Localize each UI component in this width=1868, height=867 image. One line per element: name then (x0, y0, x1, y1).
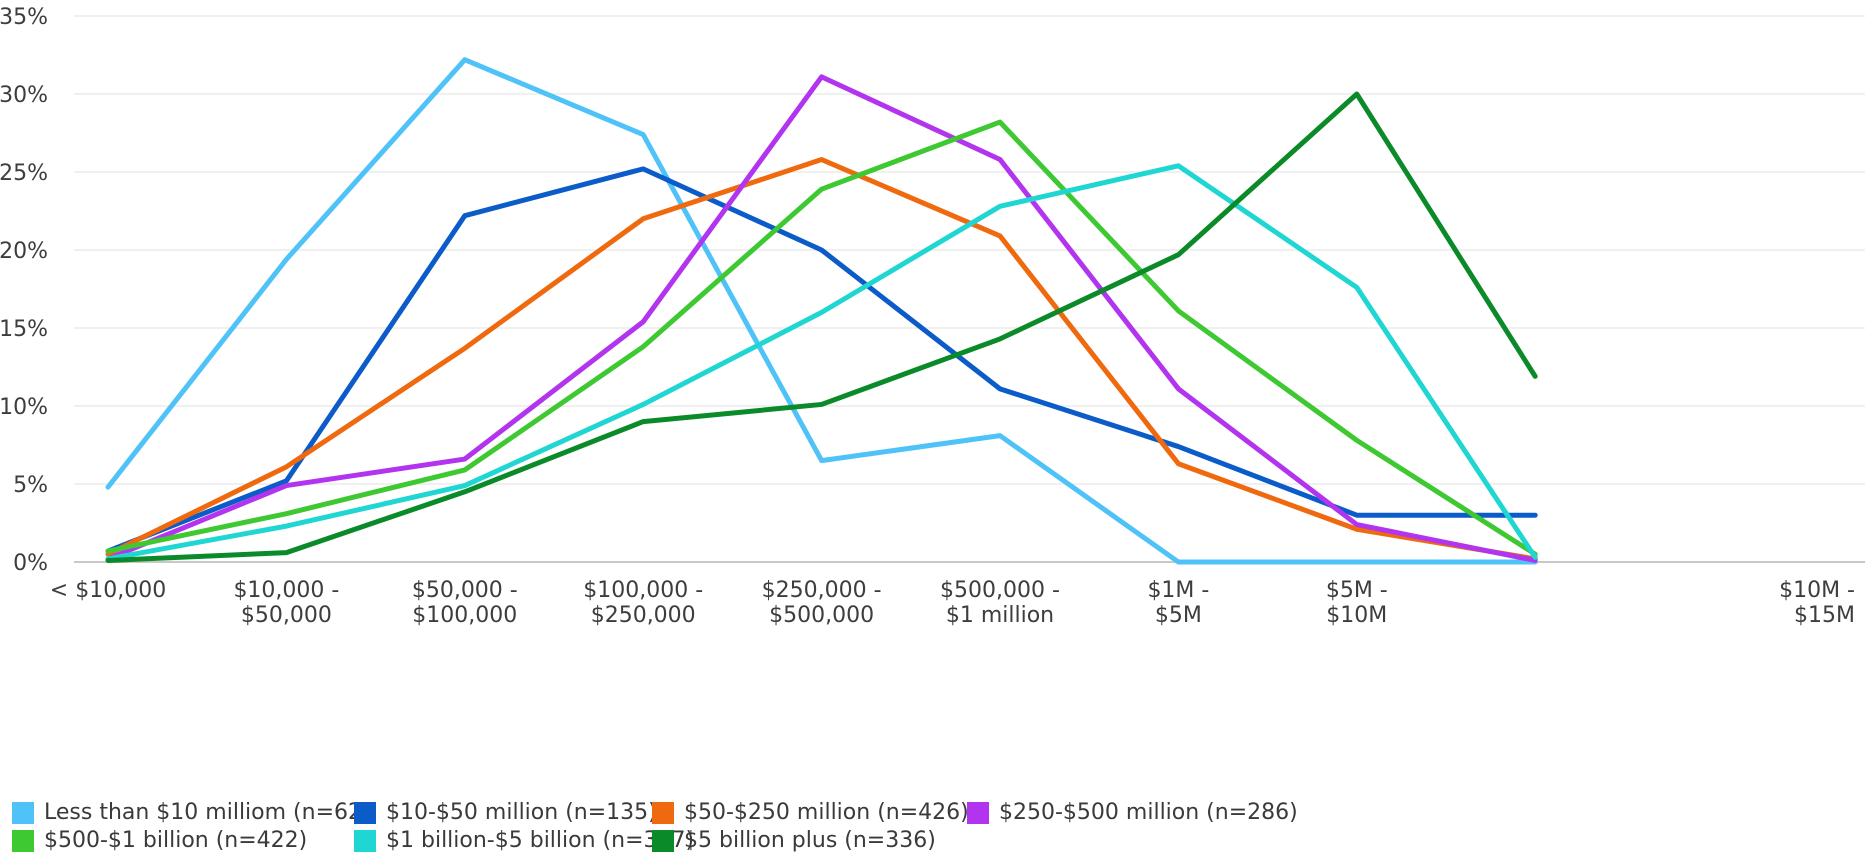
legend-label: Less than $10 milliom (n=62) (44, 800, 371, 825)
x-tick-label-line: $500,000 (769, 603, 874, 628)
legend-swatch (354, 801, 376, 824)
x-tick-label: $100,000 -$250,000 (583, 578, 703, 628)
x-tick-label: $50,000 -$100,000 (412, 578, 518, 628)
legend-swatch (652, 801, 674, 824)
y-tick-label: 0% (13, 551, 48, 576)
legend-swatch (652, 829, 674, 852)
legend-swatch (12, 801, 34, 824)
x-tick-label: < $10,000 (50, 578, 166, 603)
x-tick-label-line: $10,000 - (233, 578, 339, 603)
x-tick-label: $250,000 -$500,000 (762, 578, 882, 628)
x-tick-label: $1M -$5M (1147, 578, 1209, 628)
x-tick-label-line: $5M - (1326, 578, 1388, 603)
gridlines (74, 15, 1865, 563)
x-tick-label-line: $15M (1794, 603, 1855, 628)
x-tick-label: $500,000 -$1 million (940, 578, 1060, 628)
series-line-3 (105, 74, 1538, 563)
x-tick-label: $10,000 -$50,000 (233, 578, 339, 628)
y-tick-label: 10% (0, 395, 48, 420)
series-line-2 (105, 157, 1538, 562)
y-axis-tick-labels: 0% 5% 10% 15% 20% 25% 30% 35% (0, 5, 48, 576)
legend-label: $10-$50 million (n=135) (386, 800, 657, 825)
series-line-1 (105, 166, 1538, 554)
series-lines (105, 57, 1538, 565)
series-line-5 (105, 163, 1538, 562)
x-tick-label: $10M -$15M (1779, 578, 1855, 628)
legend-item: $250-$500 million (n=286) (967, 800, 1298, 825)
legend-swatch (354, 829, 376, 852)
x-tick-label-line: $100,000 - (583, 578, 703, 603)
legend-item: $500-$1 billion (n=422) (12, 828, 307, 853)
legend-item: $50-$250 million (n=426) (652, 800, 969, 825)
x-tick-label-line: $250,000 - (762, 578, 882, 603)
series-line-6 (105, 91, 1538, 563)
line-chart: 0% 5% 10% 15% 20% 25% 30% 35% < $10,000 $10,000 … (0, 5, 1865, 628)
x-tick-label-line: $250,000 (591, 603, 696, 628)
y-tick-label: 25% (0, 161, 48, 186)
legend-item: Less than $10 milliom (n=62) (12, 800, 371, 825)
x-tick-label-line: $5M (1155, 603, 1202, 628)
series-line-0 (105, 57, 1538, 565)
legend-label: $500-$1 billion (n=422) (44, 828, 308, 853)
legend-item: $1 billion-$5 billion (n=307) (354, 828, 694, 853)
y-tick-label: 30% (0, 83, 48, 108)
x-tick-label-line: $500,000 - (940, 578, 1060, 603)
legend-label: $250-$500 million (n=286) (999, 800, 1298, 825)
x-tick-label: $5M -$10M (1326, 578, 1388, 628)
x-axis-tick-labels: < $10,000 $10,000 -$50,000$50,000 -$100,0… (50, 578, 1855, 628)
x-tick-label-line: $1M - (1147, 578, 1209, 603)
legend-item: $5 billion plus (n=336) (652, 828, 936, 853)
legend-swatch (967, 801, 989, 824)
legend-label: $5 billion plus (n=336) (684, 828, 936, 853)
x-tick-label-line: $100,000 (412, 603, 517, 628)
legend-swatch (12, 829, 34, 852)
x-tick-label-line: $10M (1326, 603, 1387, 628)
x-tick-label-line: $50,000 (241, 603, 332, 628)
x-tick-label-line: $10M - (1779, 578, 1855, 603)
legend-label: $1 billion-$5 billion (n=307) (386, 828, 695, 853)
legend-label: $50-$250 million (n=426) (684, 800, 969, 825)
y-tick-label: 20% (0, 239, 48, 264)
y-tick-label: 5% (13, 473, 48, 498)
series-line-4 (105, 119, 1538, 557)
y-tick-label: 15% (0, 317, 48, 342)
legend-item: $10-$50 million (n=135) (354, 800, 657, 825)
y-tick-label: 35% (0, 5, 48, 30)
x-tick-label-line: $1 million (946, 603, 1054, 628)
x-tick-label-line: < $10,000 (50, 578, 166, 603)
x-tick-label-line: $50,000 - (412, 578, 518, 603)
